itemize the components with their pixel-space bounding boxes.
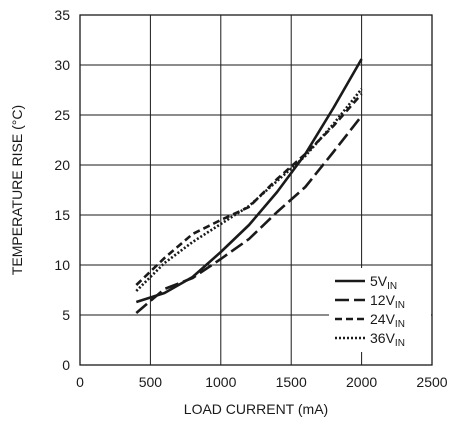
- x-tick-label: 1000: [205, 374, 236, 390]
- x-tick-label: 1500: [276, 374, 307, 390]
- y-tick-label: 20: [54, 157, 70, 173]
- y-tick-label: 15: [54, 207, 70, 223]
- y-tick-label: 10: [54, 257, 70, 273]
- legend-label-subscript: IN: [387, 281, 397, 292]
- series-line-2: [135, 115, 363, 314]
- legend-label-main: 36V: [370, 330, 396, 346]
- legend-label-main: 12V: [370, 292, 396, 308]
- y-tick-label: 35: [54, 7, 70, 23]
- tick-labels: 0 500 1000 1500 2000 2500 0 5 10 15 20 25 30 35: [54, 7, 447, 390]
- y-tick-label: 30: [54, 57, 70, 73]
- y-tick-label: 0: [62, 357, 70, 373]
- legend-label-4: 36VIN: [370, 330, 405, 349]
- legend-label-1: 5VIN: [370, 273, 397, 292]
- y-tick-label: 25: [54, 107, 70, 123]
- y-axis-title: TEMPERATURE RISE (°C): [9, 105, 25, 275]
- legend-label-2: 12VIN: [370, 292, 405, 311]
- series-line-4: [135, 88, 363, 292]
- x-axis-title: LOAD CURRENT (mA): [184, 401, 328, 417]
- legend-label-subscript: IN: [395, 300, 405, 311]
- grid-lines: [80, 15, 432, 365]
- x-tick-label: 2500: [416, 374, 447, 390]
- x-tick-label: 2000: [346, 374, 377, 390]
- legend-label-subscript: IN: [395, 319, 405, 330]
- plot-area-frame: [79, 14, 433, 366]
- series-line-3: [135, 93, 363, 286]
- x-tick-label: 500: [139, 374, 163, 390]
- series-lines: [135, 58, 363, 314]
- legend-label-main: 24V: [370, 311, 396, 327]
- legend-label-3: 24VIN: [370, 311, 405, 330]
- y-tick-label: 5: [62, 307, 70, 323]
- legend-label-subscript: IN: [395, 338, 405, 349]
- x-tick-label: 0: [76, 374, 84, 390]
- legend-label-main: 5V: [370, 273, 388, 289]
- series-line-1: [135, 58, 363, 304]
